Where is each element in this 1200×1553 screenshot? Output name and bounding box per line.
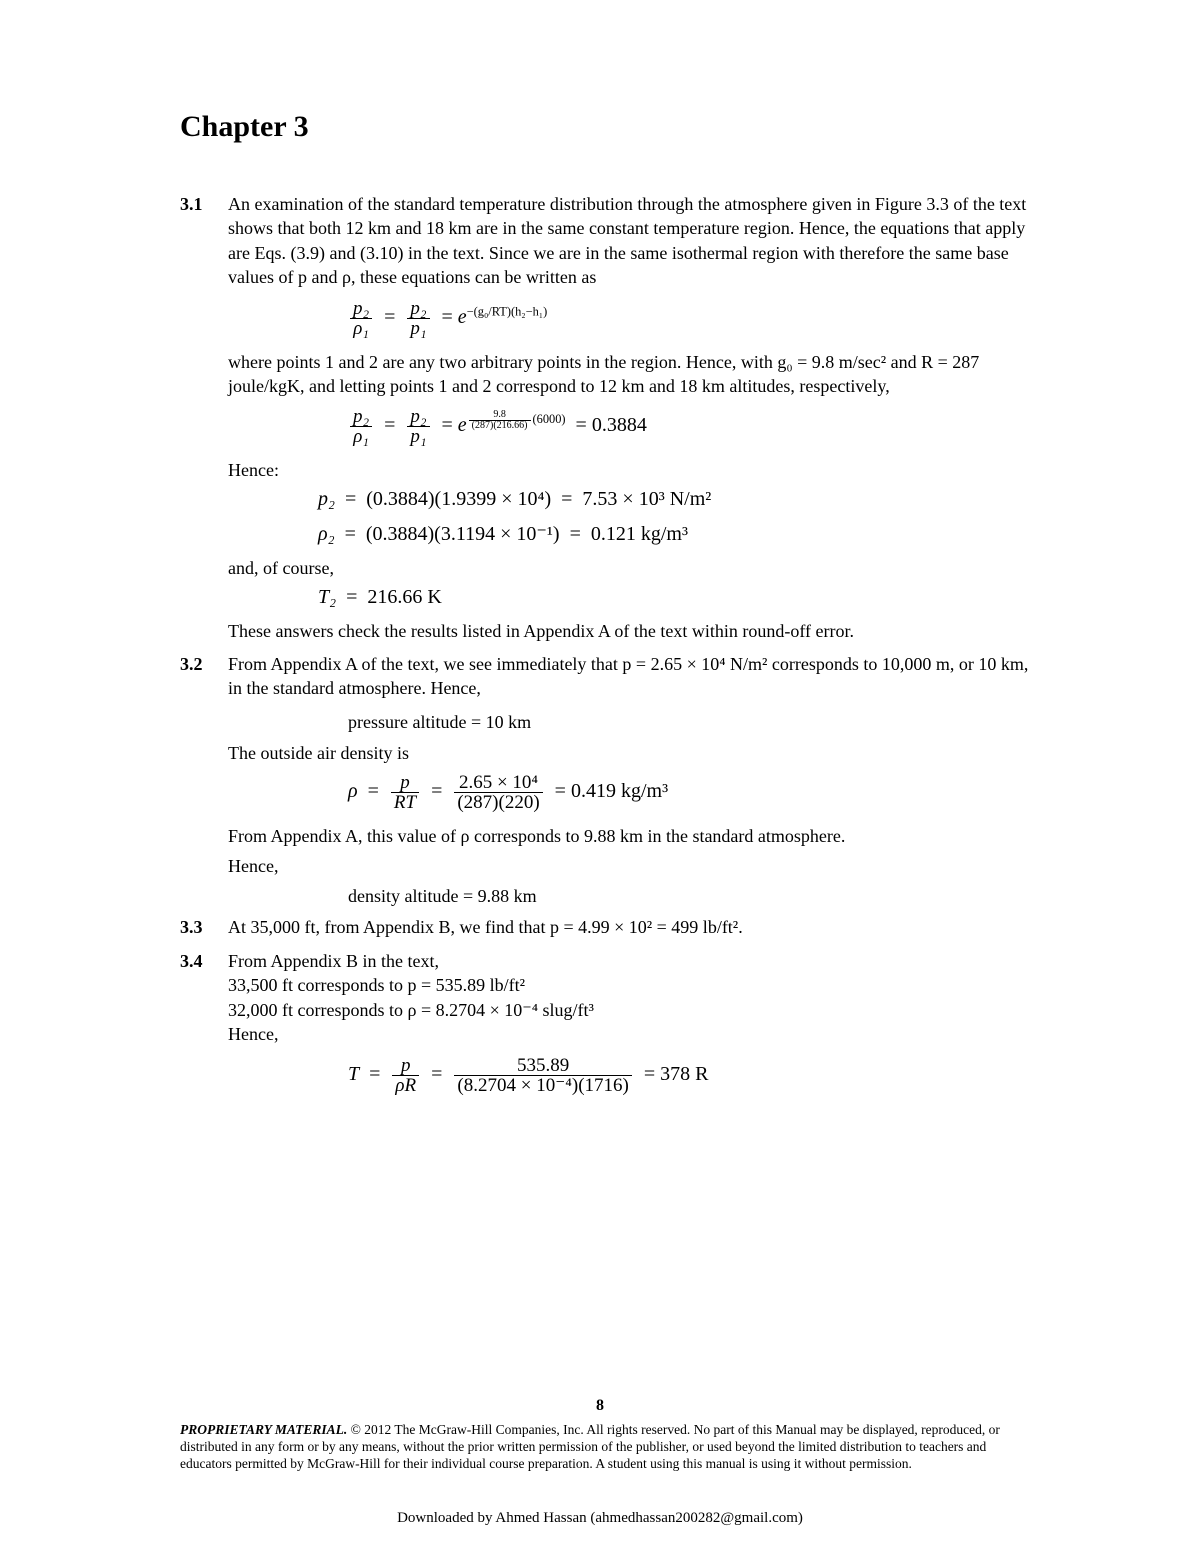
equation-4: T₂ = 216.66 K	[228, 586, 1030, 609]
problem-number: 3.1	[180, 192, 228, 289]
problem-3-1: 3.1 An examination of the standard tempe…	[180, 192, 1030, 289]
problem-text: An examination of the standard temperatu…	[228, 192, 1030, 289]
equation-6: T = pρR = 535.89(8.2704 × 10⁻⁴)(1716) = …	[228, 1056, 1030, 1095]
problem-3-4: 3.4 From Appendix B in the text, 33,500 …	[180, 949, 1030, 1046]
equation-1: p₂ρ₁ = p₂p₁ = e−(g₀/RT)(h₂−h₁)	[228, 299, 1030, 338]
check-text: These answers check the results listed i…	[228, 619, 1030, 643]
pressure-altitude: pressure altitude = 10 km	[228, 710, 1030, 734]
problem-number: 3.3	[180, 915, 228, 939]
density-altitude: density altitude = 9.88 km	[228, 884, 1030, 908]
problem-number: 3.2	[180, 652, 228, 701]
equation-5: ρ = pRT = 2.65 × 10⁴(287)(220) = 0.419 k…	[228, 773, 1030, 812]
paragraph: where points 1 and 2 are any two arbitra…	[228, 350, 1030, 399]
footer-notice: PROPRIETARY MATERIAL. © 2012 The McGraw-…	[180, 1422, 1030, 1473]
hence2: Hence,	[228, 854, 1030, 878]
hence-label: Hence:	[228, 458, 1030, 482]
problem-3-2: 3.2 From Appendix A of the text, we see …	[180, 652, 1030, 701]
from-appendix: From Appendix A, this value of ρ corresp…	[228, 824, 1030, 848]
equation-3b: ρ₂ = (0.3884)(3.1194 × 10⁻¹) = 0.121 kg/…	[228, 521, 1030, 546]
problem-text: From Appendix A of the text, we see imme…	[228, 652, 1030, 701]
page: Chapter 3 3.1 An examination of the stan…	[0, 0, 1200, 1553]
problem-3-3: 3.3 At 35,000 ft, from Appendix B, we fi…	[180, 915, 1030, 939]
text: An examination of the standard temperatu…	[228, 194, 1026, 287]
outside-density: The outside air density is	[228, 741, 1030, 765]
downloaded-by: Downloaded by Ahmed Hassan (ahmedhassan2…	[0, 1510, 1200, 1527]
and-of-course: and, of course,	[228, 556, 1030, 580]
chapter-title: Chapter 3	[180, 110, 1030, 144]
page-number: 8	[0, 1397, 1200, 1415]
problem-text: From Appendix B in the text, 33,500 ft c…	[228, 949, 1030, 1046]
equation-3a: p₂ = (0.3884)(1.9399 × 10⁴) = 7.53 × 10³…	[228, 488, 1030, 511]
problem-number: 3.4	[180, 949, 228, 1046]
problem-text: At 35,000 ft, from Appendix B, we find t…	[228, 915, 1030, 939]
equation-2: p₂ρ₁ = p₂p₁ = e9.8(287)(216.66)(6000) = …	[228, 407, 1030, 446]
